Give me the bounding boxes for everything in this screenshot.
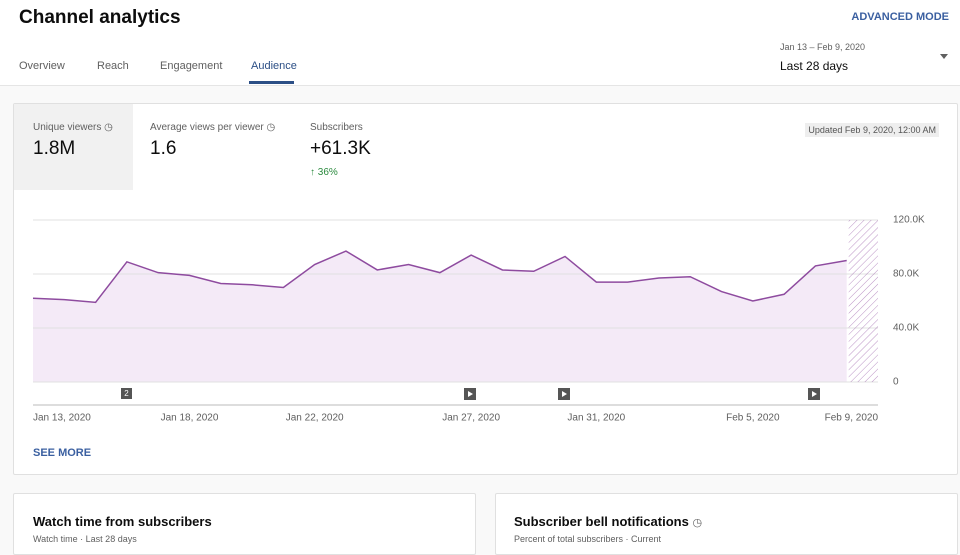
text: 36% — [317, 167, 338, 178]
x-tick-label: Feb 9, 2020 — [825, 413, 879, 424]
y-tick-label: 120.0K — [893, 215, 925, 226]
annotation-marker[interactable] — [121, 388, 132, 399]
card: Subscriber bell notifications ◷ Percent … — [495, 493, 958, 555]
text: Subscriber bell notifications — [514, 514, 689, 529]
line — [32, 250, 847, 304]
x-tick-label: Jan 22, 2020 — [286, 413, 344, 424]
tab[interactable]: Engagement — [160, 60, 223, 72]
dropdown-arrow[interactable] — [940, 54, 948, 63]
metric-label: Unique viewers ◷ — [33, 122, 113, 133]
see-more[interactable]: SEE MORE — [33, 447, 92, 459]
metric-selected[interactable] — [14, 104, 133, 190]
area — [33, 251, 847, 382]
card-subtitle: Percent of total subscribers · Current — [514, 534, 662, 544]
x-tick-label: Jan 27, 2020 — [442, 413, 500, 424]
play-icon — [812, 391, 817, 397]
card-title: Subscriber bell notifications ◷ — [514, 514, 703, 529]
metric-value: +61.3K — [310, 138, 371, 159]
annotation-label: 2 — [124, 389, 129, 398]
page-title: Channel analytics — [19, 7, 181, 28]
play-icon — [468, 391, 473, 397]
text: Unique viewers — [33, 122, 102, 133]
x-tick-label: Jan 13, 2020 — [33, 413, 91, 424]
x-tick-label: Feb 5, 2020 — [726, 413, 780, 424]
date-range[interactable]: Jan 13 – Feb 9, 2020 — [780, 42, 866, 52]
header: Channel analytics ADVANCED MODE Overview… — [0, 0, 960, 86]
card-title: Watch time from subscribers — [33, 514, 212, 529]
tab-active[interactable]: Audience — [251, 60, 297, 72]
text: Average views per viewer — [150, 122, 264, 133]
updated-label: Updated Feb 9, 2020, 12:00 AM — [805, 123, 939, 137]
incomplete-period — [848, 220, 878, 382]
metric-value: 1.8M — [33, 138, 76, 159]
metric-value: 1.6 — [150, 138, 177, 159]
period[interactable]: Last 28 days — [780, 59, 849, 73]
tab-underline — [249, 81, 294, 84]
metric-label: Average views per viewer ◷ — [150, 122, 276, 133]
x-tick-label: Jan 18, 2020 — [161, 413, 219, 424]
y-tick-label: 0 — [893, 377, 899, 388]
card-subtitle: Watch time · Last 28 days — [33, 534, 137, 544]
x-tick-label: Jan 31, 2020 — [567, 413, 625, 424]
metric-change: ↑ 36% — [310, 167, 338, 178]
card: Watch time from subscribers Watch time ·… — [13, 493, 476, 555]
chart: 2 0 40.0K 80.0K 120.0K Jan 13, 2020 Jan 18, 2… — [32, 215, 925, 424]
y-tick-label: 40.0K — [893, 323, 919, 334]
metric-label: Subscribers — [310, 122, 363, 133]
tab[interactable]: Overview — [19, 60, 65, 72]
y-tick-label: 80.0K — [893, 269, 919, 280]
advanced-mode[interactable]: ADVANCED MODE — [851, 11, 949, 23]
tab[interactable]: Reach — [97, 60, 129, 72]
play-icon — [562, 391, 567, 397]
